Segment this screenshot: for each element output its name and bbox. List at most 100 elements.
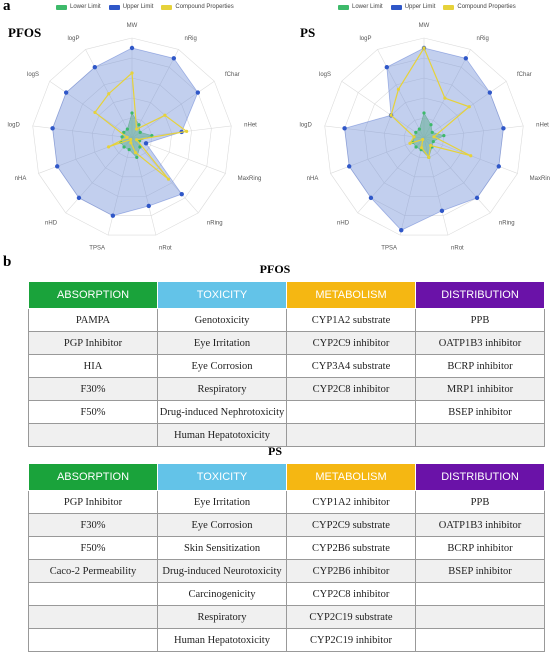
axis-spoke (324, 125, 425, 139)
table-cell: CYP1A2 inhibitor (286, 490, 416, 514)
axis-label: TPSA (89, 246, 105, 252)
data-point (63, 90, 69, 95)
table-cell: Respiratory (157, 605, 287, 629)
axis-label: nHet (536, 122, 549, 128)
data-point (146, 203, 151, 209)
table-cell: Eye Corrosion (157, 513, 287, 537)
table-title-ps: PS (267, 444, 282, 458)
axis-label: logP (359, 36, 371, 42)
data-point (342, 126, 347, 131)
axis-label: MW (419, 23, 430, 29)
table-row: PGP Inhibitor Eye Irritation CYP1A2 inhibi… (28, 490, 545, 514)
legend-item-upper[interactable]: Upper Limit (108, 4, 153, 10)
table-row: HIA Eye Corrosion CYP3A4 substrate BCRP inh… (28, 354, 545, 378)
table-cell (286, 423, 416, 447)
data-point (92, 64, 98, 70)
data-point (129, 141, 133, 145)
data-point (389, 113, 393, 117)
table-cell: OATP1B3 inhibitor (415, 331, 545, 355)
legend-item-lower[interactable]: Lower Limit (56, 4, 101, 10)
table-cell: PGP Inhibitor (28, 331, 158, 355)
axis-label: fChar (225, 72, 240, 78)
axis-label: nRig (477, 36, 489, 42)
grid-ring (91, 97, 173, 178)
data-point (120, 135, 124, 139)
table-cell (415, 582, 545, 606)
header-toxicity: TOXICITY (157, 463, 287, 491)
data-point (396, 87, 401, 91)
table-cell: CYP2B6 inhibitor (286, 559, 416, 583)
data-point (474, 195, 480, 201)
legend-item-lower[interactable]: Lower Limit (338, 4, 383, 10)
table-cell (415, 423, 545, 447)
table-cell: Drug-induced Nephrotoxicity (157, 400, 287, 424)
table-cell: MRP1 inhibitor (415, 377, 545, 401)
data-point (195, 90, 201, 95)
axis-label: logD (7, 122, 20, 128)
data-point (432, 135, 436, 139)
axis-label: nHA (307, 176, 319, 182)
table-cell: BSEP inhibitor (415, 559, 545, 583)
legend-item-compound[interactable]: Compound Properties (443, 4, 516, 10)
data-point (125, 127, 129, 131)
axis-label: logS (319, 72, 331, 78)
table-cell: BCRP inhibitor (415, 354, 545, 378)
table-row: Respiratory CYP2C19 substrate (28, 605, 545, 629)
table-cell: CYP1A2 substrate (286, 308, 416, 332)
table-cell: HIA (28, 354, 158, 378)
data-point (414, 130, 418, 134)
axis-label: logP (67, 36, 79, 42)
grid-ring (383, 97, 465, 178)
table-cell: Carcinogenicity (157, 582, 287, 606)
data-point (427, 155, 431, 160)
axis-spoke (107, 137, 133, 236)
table-cell: F30% (28, 513, 158, 537)
legend-item-compound[interactable]: Compound Properties (161, 4, 234, 10)
table-cell (415, 605, 545, 629)
table-cell: Eye Irritation (157, 331, 287, 355)
data-point (110, 213, 116, 218)
data-point (431, 139, 435, 144)
data-point (129, 137, 133, 142)
table-row: Caco-2 Permeability Drug-induced Neurotox… (28, 559, 545, 583)
data-point (467, 105, 471, 109)
axis-label: nRing (207, 221, 223, 227)
data-point (107, 145, 111, 149)
table-cell: Caco-2 Permeability (28, 559, 158, 583)
data-point (150, 133, 154, 138)
axis-label: nHet (244, 122, 257, 128)
table-cell: Eye Irritation (157, 490, 287, 514)
header-distribution: DISTRIBUTION (415, 463, 545, 491)
axis-spoke (32, 125, 133, 139)
data-point (127, 148, 131, 152)
table-row: Human Hepatotoxicity CYP2C19 inhibitor (28, 628, 545, 652)
header-distribution: DISTRIBUTION (415, 281, 545, 309)
data-point (143, 141, 149, 146)
axis-label: nRig (185, 36, 197, 42)
axis-spoke (357, 137, 425, 214)
axis-spoke (65, 137, 133, 214)
table-cell: F30% (28, 377, 158, 401)
legend-item-upper[interactable]: Upper Limit (390, 4, 435, 10)
data-point (422, 111, 426, 115)
data-point (122, 145, 126, 149)
axis-label: nHD (337, 221, 350, 227)
series-line-compound (390, 46, 472, 159)
data-point (125, 135, 129, 139)
data-point (93, 110, 97, 115)
grid-ring (324, 37, 524, 236)
grid-ring (403, 117, 445, 158)
data-point (399, 228, 404, 233)
table-cell: PPB (415, 490, 545, 514)
legend-pfos: Lower Limit Upper Limit Compound Propert… (56, 4, 234, 10)
table-title-pfos: PFOS (259, 262, 291, 276)
data-point (135, 155, 139, 160)
axis-label: nHD (45, 221, 58, 227)
data-point (130, 111, 134, 115)
axis-spoke (341, 80, 425, 139)
data-point (130, 71, 134, 75)
data-point (443, 96, 447, 100)
data-point (384, 64, 390, 70)
series-line-compound (94, 71, 189, 180)
table-cell: CYP2C8 inhibitor (286, 582, 416, 606)
